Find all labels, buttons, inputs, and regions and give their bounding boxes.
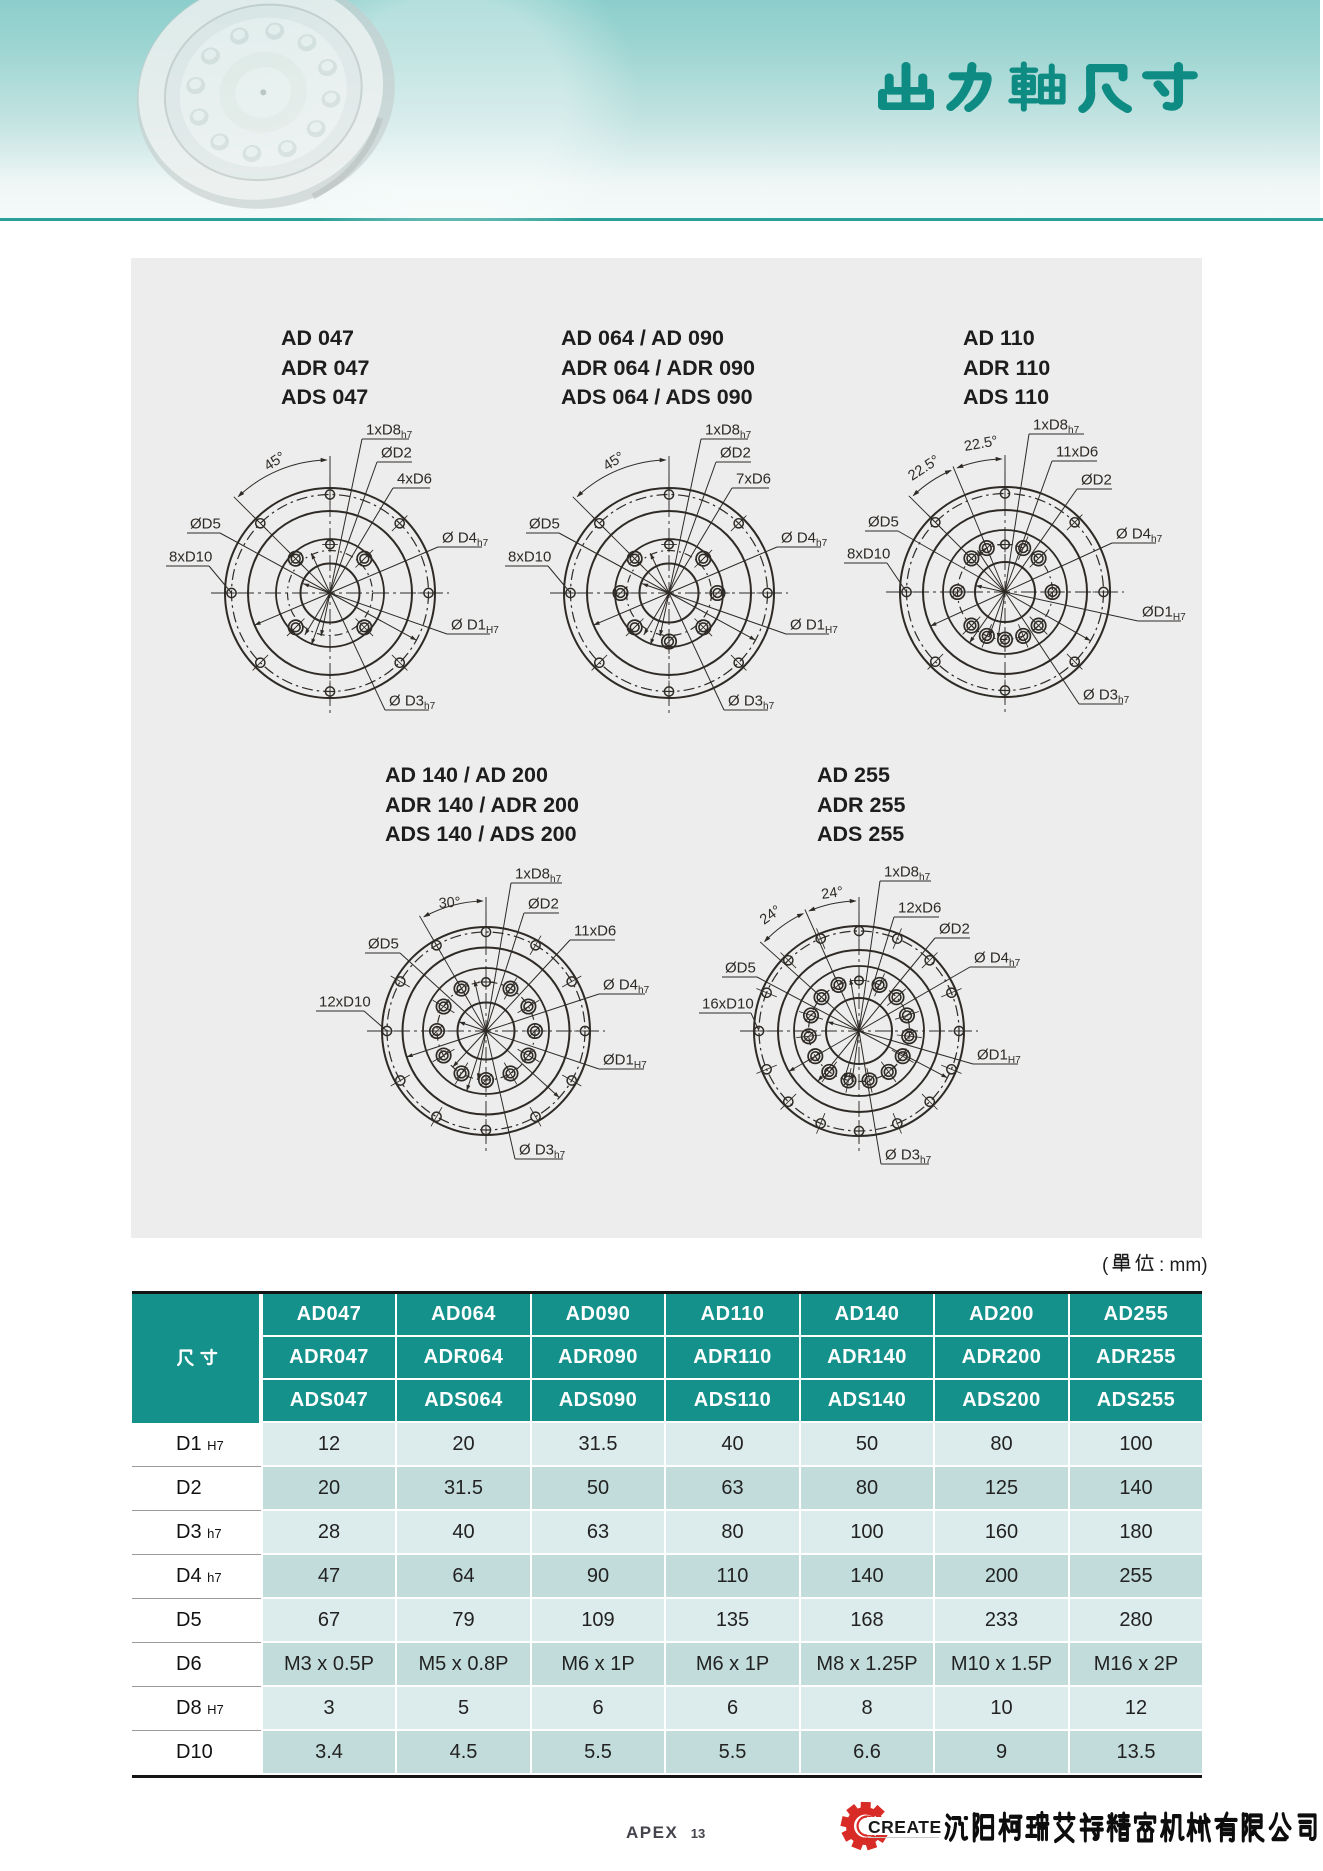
svg-text:1xD8h7: 1xD8h7 [1033, 417, 1080, 437]
svg-text:12xD6: 12xD6 [898, 900, 941, 917]
svg-text:ØD1H7: ØD1H7 [1142, 604, 1186, 624]
svg-text:12xD10: 12xD10 [319, 994, 371, 1011]
svg-text:Ø D4h7: Ø D4h7 [974, 950, 1021, 970]
svg-text:Ø D3h7: Ø D3h7 [885, 1147, 932, 1167]
svg-text:Ø D3h7: Ø D3h7 [519, 1142, 566, 1162]
svg-text:ØD2: ØD2 [1081, 472, 1112, 489]
svg-text:(: ( [1102, 1255, 1109, 1276]
svg-text:Ø D1H7: Ø D1H7 [790, 617, 838, 637]
svg-text:1xD8h7: 1xD8h7 [705, 422, 752, 442]
svg-text:Ø D3h7: Ø D3h7 [728, 693, 775, 713]
svg-text:Ø D3h7: Ø D3h7 [389, 693, 436, 713]
svg-text:ØD5: ØD5 [868, 514, 899, 531]
svg-text:Ø D4h7: Ø D4h7 [442, 530, 489, 550]
svg-text:Ø D1H7: Ø D1H7 [451, 617, 499, 637]
svg-text:ØD2: ØD2 [939, 921, 970, 938]
svg-text:45°: 45° [261, 449, 288, 474]
svg-text:ØD5: ØD5 [725, 960, 756, 977]
svg-text:ØD5: ØD5 [368, 936, 399, 953]
svg-text:ØD2: ØD2 [528, 896, 559, 913]
svg-text:1xD8h7: 1xD8h7 [515, 866, 562, 886]
svg-text:4xD6: 4xD6 [397, 471, 432, 488]
svg-text:CREATE: CREATE [868, 1817, 942, 1837]
svg-text:Ø D4h7: Ø D4h7 [1116, 526, 1163, 546]
svg-text:7xD6: 7xD6 [736, 471, 771, 488]
svg-text:ØD1H7: ØD1H7 [977, 1047, 1021, 1067]
svg-text:Ø D4h7: Ø D4h7 [781, 530, 828, 550]
svg-text:ØD1H7: ØD1H7 [603, 1052, 647, 1072]
svg-text:1xD8h7: 1xD8h7 [366, 422, 413, 442]
svg-text:24°: 24° [820, 884, 844, 903]
svg-text:ØD2: ØD2 [381, 445, 412, 462]
svg-text:30°: 30° [438, 894, 461, 911]
svg-text:11xD6: 11xD6 [574, 923, 616, 940]
svg-text:Ø D4h7: Ø D4h7 [603, 977, 650, 997]
svg-text:8xD10: 8xD10 [508, 549, 551, 566]
svg-text:ØD5: ØD5 [190, 516, 221, 533]
svg-text:ØD5: ØD5 [529, 516, 560, 533]
svg-text:Ø D3h7: Ø D3h7 [1083, 687, 1130, 707]
svg-text:16xD10: 16xD10 [702, 996, 754, 1013]
svg-text:1xD8h7: 1xD8h7 [884, 864, 931, 884]
svg-text:8xD10: 8xD10 [169, 549, 212, 566]
svg-text:45°: 45° [600, 449, 627, 474]
svg-text:11xD6: 11xD6 [1056, 444, 1098, 461]
svg-text:: mm): : mm) [1159, 1255, 1208, 1276]
svg-text:22.5°: 22.5° [905, 452, 942, 484]
svg-text:24°: 24° [757, 903, 784, 929]
svg-text:ØD2: ØD2 [720, 445, 751, 462]
svg-text:22.5°: 22.5° [963, 433, 999, 455]
svg-text:8xD10: 8xD10 [847, 546, 890, 563]
